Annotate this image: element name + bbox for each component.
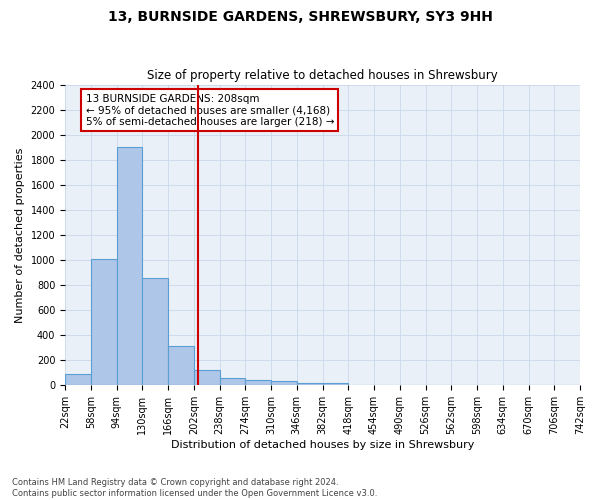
Text: Contains HM Land Registry data © Crown copyright and database right 2024.
Contai: Contains HM Land Registry data © Crown c…	[12, 478, 377, 498]
X-axis label: Distribution of detached houses by size in Shrewsbury: Distribution of detached houses by size …	[171, 440, 474, 450]
Bar	[168, 346, 194, 386]
Y-axis label: Number of detached properties: Number of detached properties	[15, 148, 25, 322]
Bar	[142, 278, 168, 386]
Bar	[245, 380, 271, 386]
Title: Size of property relative to detached houses in Shrewsbury: Size of property relative to detached ho…	[147, 69, 498, 82]
Bar	[271, 381, 297, 386]
Bar	[194, 370, 220, 386]
Text: 13 BURNSIDE GARDENS: 208sqm
← 95% of detached houses are smaller (4,168)
5% of s: 13 BURNSIDE GARDENS: 208sqm ← 95% of det…	[86, 94, 334, 127]
Bar	[91, 259, 116, 386]
Bar	[65, 374, 91, 386]
Text: 13, BURNSIDE GARDENS, SHREWSBURY, SY3 9HH: 13, BURNSIDE GARDENS, SHREWSBURY, SY3 9H…	[107, 10, 493, 24]
Bar	[116, 147, 142, 386]
Bar	[323, 383, 348, 386]
Bar	[220, 378, 245, 386]
Bar	[297, 383, 323, 386]
